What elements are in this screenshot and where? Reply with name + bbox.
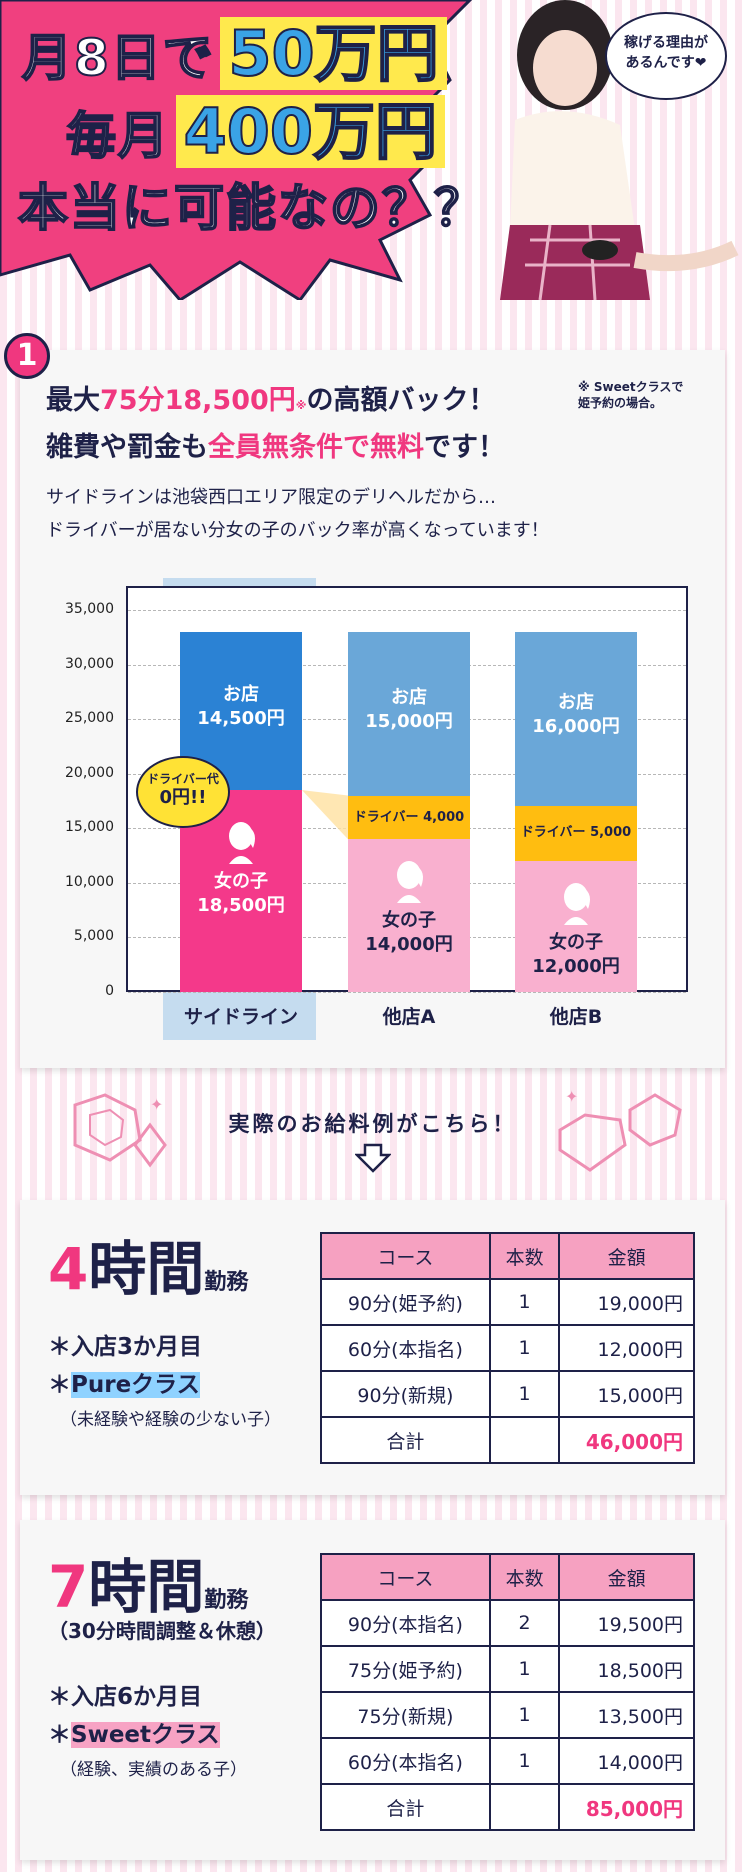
table-cell: 46,000円 (558, 1416, 695, 1464)
example-2-point-2: ＊Sweetクラス (48, 1722, 220, 1748)
example-2-hours: 7時間勤務 (48, 1553, 249, 1621)
table-cell: 15,000円 (558, 1370, 695, 1418)
example-2-point-3: （経験、実績のある子） (60, 1760, 247, 1780)
driver-zero-connector (302, 790, 348, 840)
table-header: 本数 (488, 1553, 561, 1601)
examples-title: 実際のお給料例がこちら！ (228, 1112, 517, 1136)
table-cell: 90分(新規) (320, 1370, 491, 1418)
table-row: 90分(姫予約) 1 19,000円 (320, 1278, 695, 1326)
table-total-row: 合計 85,000円 (320, 1783, 695, 1831)
hero-banner: 稼げる理由が あるんです❤ 月8日で 50万円 毎月 400万円 本当に可能なの… (0, 0, 745, 300)
table-cell: 合計 (320, 1416, 491, 1464)
example-2-point-1: ＊入店6か月目 (48, 1684, 203, 1710)
table-header: 金額 (558, 1232, 695, 1280)
down-arrow-icon (355, 1143, 391, 1173)
table-cell: 18,500円 (558, 1645, 695, 1693)
table-row: 75分(新規) 1 13,500円 (320, 1691, 695, 1739)
table-cell: 75分(新規) (320, 1691, 491, 1739)
table-header: コース (320, 1232, 491, 1280)
table-row: 60分(本指名) 1 12,000円 (320, 1324, 695, 1372)
section-1-headline-2: 雑費や罰金も全員無条件で無料です！ (46, 432, 505, 463)
table-cell: 13,500円 (558, 1691, 695, 1739)
speech-bubble: 稼げる理由が あるんです❤ (605, 12, 727, 100)
table-cell: 12,000円 (558, 1324, 695, 1372)
section-1-body-1: サイドラインは池袋西口エリア限定のデリヘルだから… (46, 487, 496, 508)
y-tick-label: 15,000 (65, 819, 114, 836)
example-1-point-2: ＊Pureクラス (48, 1372, 200, 1398)
gem-icon-left: ✦ (73, 1093, 167, 1168)
table-cell: 75分(姫予約) (320, 1645, 491, 1693)
table-header: 本数 (488, 1232, 561, 1280)
y-tick-label: 35,000 (65, 601, 114, 617)
table-cell: 1 (488, 1645, 561, 1693)
example-1-table: コース 本数 金額 90分(姫予約) 1 19,000円 60分(本指名) 1 12,000円 9… (320, 1232, 695, 1464)
bar-shop-2: お店 16,000円 (515, 631, 637, 807)
y-tick-label: 25,000 (65, 710, 114, 727)
y-tick-label: 10,000 (65, 873, 114, 890)
x-axis-label-1: 他店A (382, 1006, 436, 1028)
example-1-hours: 4時間勤務 (48, 1235, 249, 1303)
headline-line-3: 本当に可能なの？？ (17, 178, 486, 238)
girl-silhouette-icon (229, 822, 255, 865)
table-header: コース (320, 1553, 491, 1601)
table-cell (488, 1416, 561, 1464)
table-cell: 85,000円 (558, 1783, 695, 1831)
table-cell: 60分(本指名) (320, 1737, 491, 1785)
table-cell: 90分(本指名) (320, 1599, 491, 1647)
example-2-sub: （30分時間調整＆休憩） (48, 1619, 276, 1643)
table-cell: 14,000円 (558, 1737, 695, 1785)
table-cell: 1 (488, 1691, 561, 1739)
table-header: 金額 (558, 1553, 695, 1601)
section-1-body-2: ドライバーが居ない分女の子のバック率が高くなっています！ (46, 520, 549, 541)
girl-silhouette-icon (397, 861, 423, 904)
table-cell: 1 (488, 1278, 561, 1326)
bar-driver-2: ドライバー 5,000円 (515, 806, 637, 895)
table-cell: 合計 (320, 1783, 491, 1831)
table-cell: 1 (488, 1737, 561, 1785)
gridline (128, 610, 686, 611)
y-tick-label: 0 (105, 983, 114, 999)
table-cell: 1 (488, 1324, 561, 1372)
bar-girl-1: 女の子 14,000円 (348, 839, 470, 992)
example-2-table: コース 本数 金額 90分(本指名) 2 19,500円 75分(姫予約) 1 18,500円 7… (320, 1553, 695, 1831)
girl-silhouette-icon (564, 883, 590, 926)
table-cell: 19,000円 (558, 1278, 695, 1326)
gridline (128, 992, 686, 993)
section-number-badge: 1 (4, 333, 50, 379)
y-tick-label: 5,000 (73, 928, 114, 945)
table-row: 90分(本指名) 2 19,500円 (320, 1599, 695, 1647)
svg-text:✦: ✦ (565, 1087, 578, 1106)
table-cell: 19,500円 (558, 1599, 695, 1647)
section-1-headline: 最大75分18,500円※の高額バック！ (46, 385, 496, 416)
table-cell: 90分(姫予約) (320, 1278, 491, 1326)
y-tick-label: 30,000 (65, 655, 114, 672)
example-1-point-1: ＊入店3か月目 (48, 1334, 203, 1360)
bar-girl-2: 女の子 12,000円 (515, 861, 637, 992)
x-axis-label-0: サイドライン (183, 1006, 298, 1028)
table-row: 60分(本指名) 1 14,000円 (320, 1737, 695, 1785)
driver-zero-badge: ドライバー代 0円!! (136, 756, 230, 828)
x-axis-label-2: 他店B (549, 1006, 603, 1028)
chart-layer: 35,000 30,000 25,000 20,000 15,000 10,000 5,00… (65, 601, 686, 1028)
example-1-point-3: （未経験や経験の少ない子） (60, 1410, 281, 1430)
table-cell: 1 (488, 1370, 561, 1418)
gem-icon-right: ✦ (558, 1087, 682, 1172)
headline-line-1: 月8日で 50万円 (21, 17, 447, 90)
model-photo (500, 0, 739, 300)
table-cell: 2 (488, 1599, 561, 1647)
section-1-footnote: ※ Sweetクラスで 姫予約の場合。 (578, 380, 684, 410)
y-tick-label: 20,000 (65, 764, 114, 781)
table-row: 75分(姫予約) 1 18,500円 (320, 1645, 695, 1693)
table-total-row: 合計 46,000円 (320, 1416, 695, 1464)
bar-shop-1: お店 15,000円 (348, 631, 470, 796)
table-cell (488, 1783, 561, 1831)
table-cell: 60分(本指名) (320, 1324, 491, 1372)
table-row: 90分(新規) 1 15,000円 (320, 1370, 695, 1418)
svg-text:✦: ✦ (150, 1095, 163, 1114)
headline-line-2: 毎月 400万円 (65, 95, 445, 168)
